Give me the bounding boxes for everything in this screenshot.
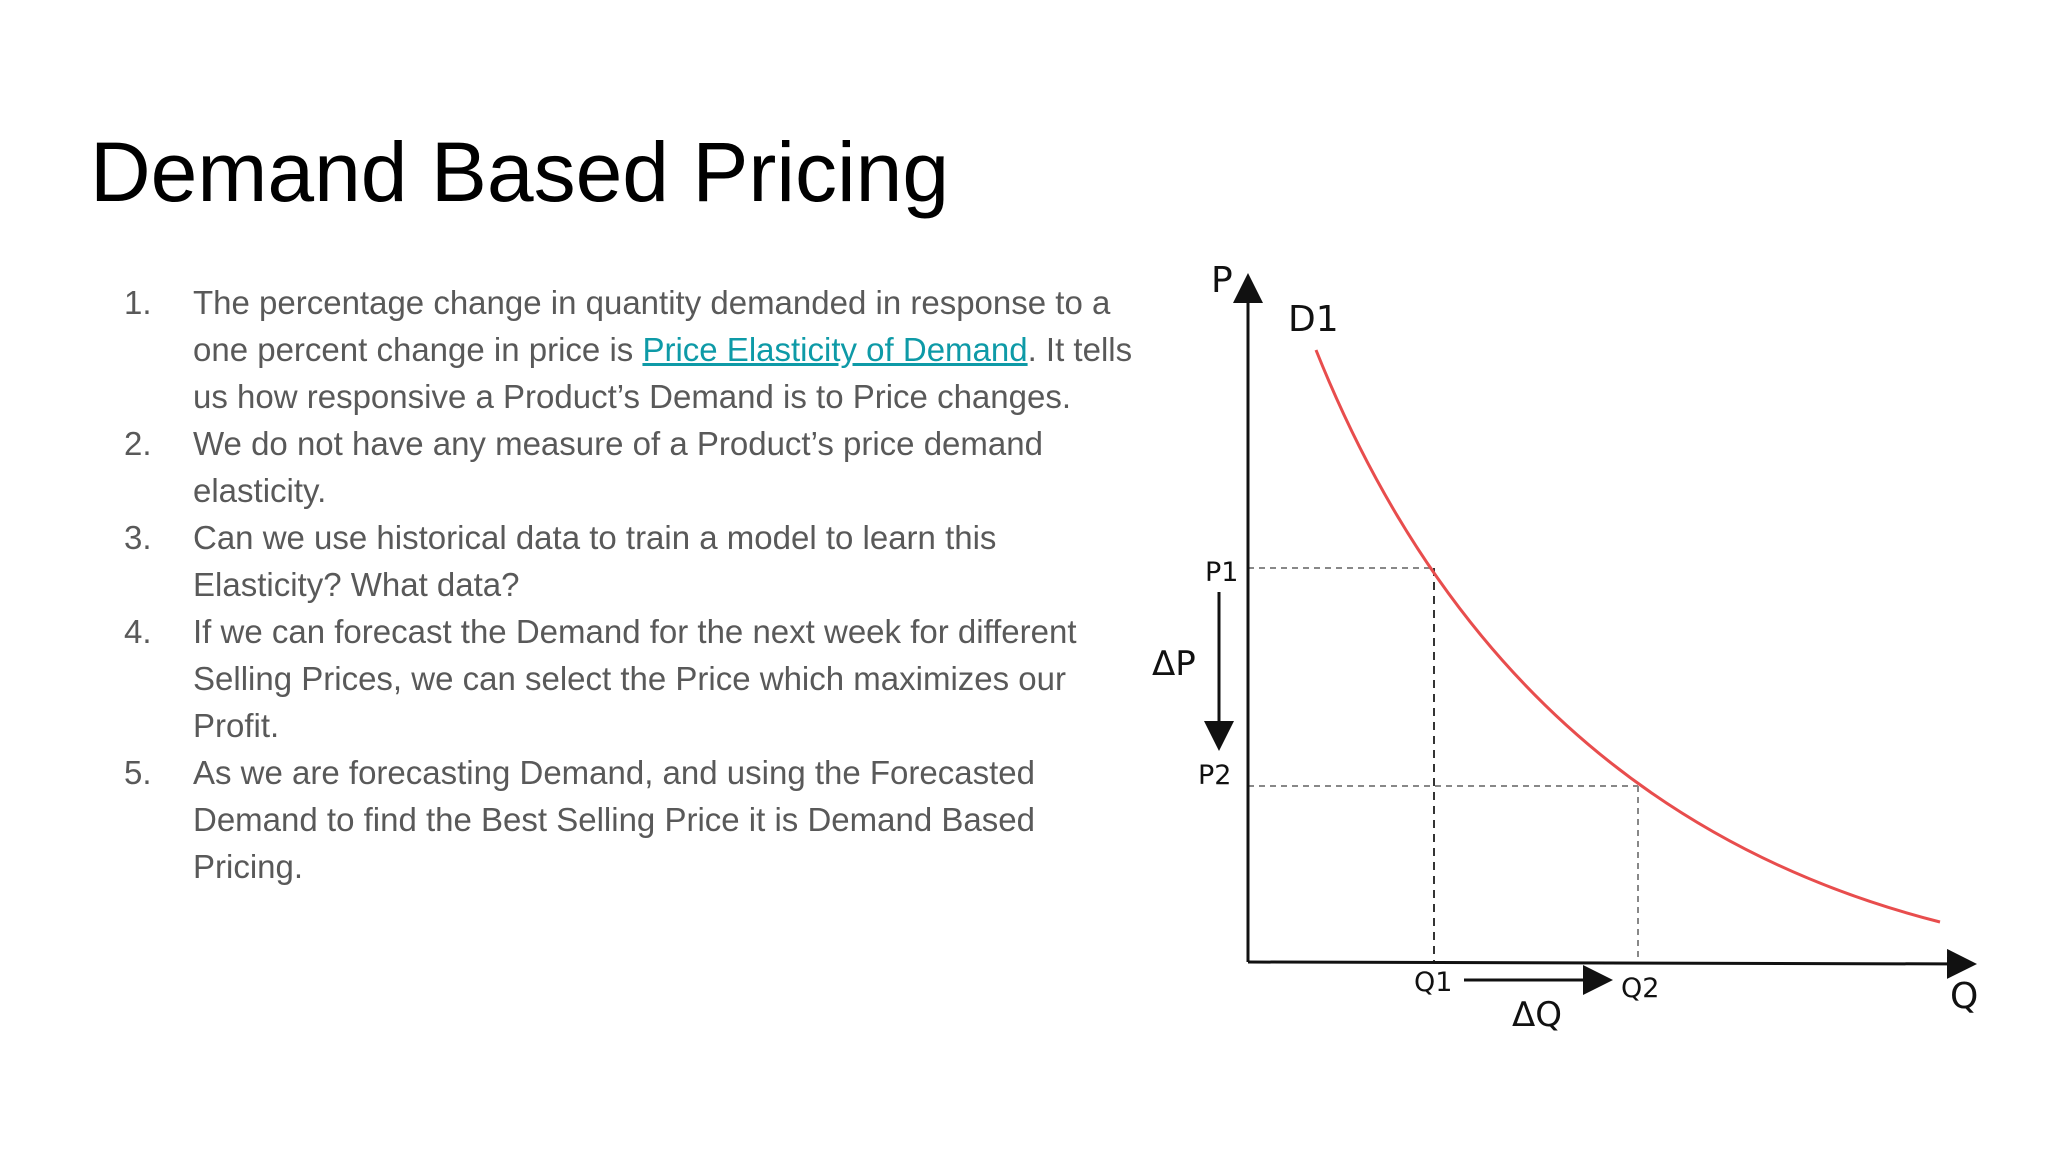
- x-axis: [1247, 948, 1977, 979]
- list-number: 5.: [124, 754, 152, 791]
- q1-label: Q1: [1414, 967, 1452, 998]
- list-text: If we can forecast the Demand for the ne…: [193, 613, 1077, 744]
- list-text: As we are forecasting Demand, and using …: [193, 754, 1035, 885]
- x-axis-label: Q: [1950, 976, 1978, 1017]
- curve-label-d1: D1: [1288, 299, 1339, 340]
- list-item: 2. We do not have any measure of a Produ…: [124, 420, 1144, 514]
- list-item: 4. If we can forecast the Demand for the…: [124, 608, 1144, 749]
- list-item: 1. The percentage change in quantity dem…: [124, 279, 1144, 420]
- delta-p-label: ΔP: [1152, 644, 1196, 684]
- p2-label: P2: [1198, 760, 1231, 791]
- list-item: 3. Can we use historical data to train a…: [124, 514, 1144, 608]
- list-text: Can we use historical data to train a mo…: [193, 519, 997, 603]
- slide-title: Demand Based Pricing: [90, 125, 950, 219]
- demand-curve-diagram: P D1 P1 ΔP P2 Q1 Q2 ΔQ Q: [1152, 260, 1978, 1035]
- list-item: 5. As we are forecasting Demand, and usi…: [124, 749, 1144, 890]
- list-text: We do not have any measure of a Product’…: [193, 425, 1043, 509]
- p1-label: P1: [1205, 557, 1238, 588]
- q2-label: Q2: [1621, 973, 1659, 1004]
- demand-curve-d1: [1314, 349, 1941, 924]
- list-text-before: The percentage change in quantity demand…: [193, 284, 1111, 368]
- list-number: 2.: [124, 425, 152, 462]
- delta-q-label: ΔQ: [1512, 995, 1562, 1035]
- list-number: 3.: [124, 519, 152, 556]
- list-number: 1.: [124, 284, 152, 321]
- list-text-after: . It tells us how responsive a Product’s…: [193, 331, 1133, 415]
- y-axis-label: P: [1211, 260, 1233, 301]
- list-number: 4.: [124, 613, 152, 650]
- numbered-list: 1. The percentage change in quantity dem…: [124, 279, 1144, 890]
- price-elasticity-link[interactable]: Price Elasticity of Demand: [642, 331, 1028, 368]
- list-text: The percentage change in quantity demand…: [193, 279, 1144, 420]
